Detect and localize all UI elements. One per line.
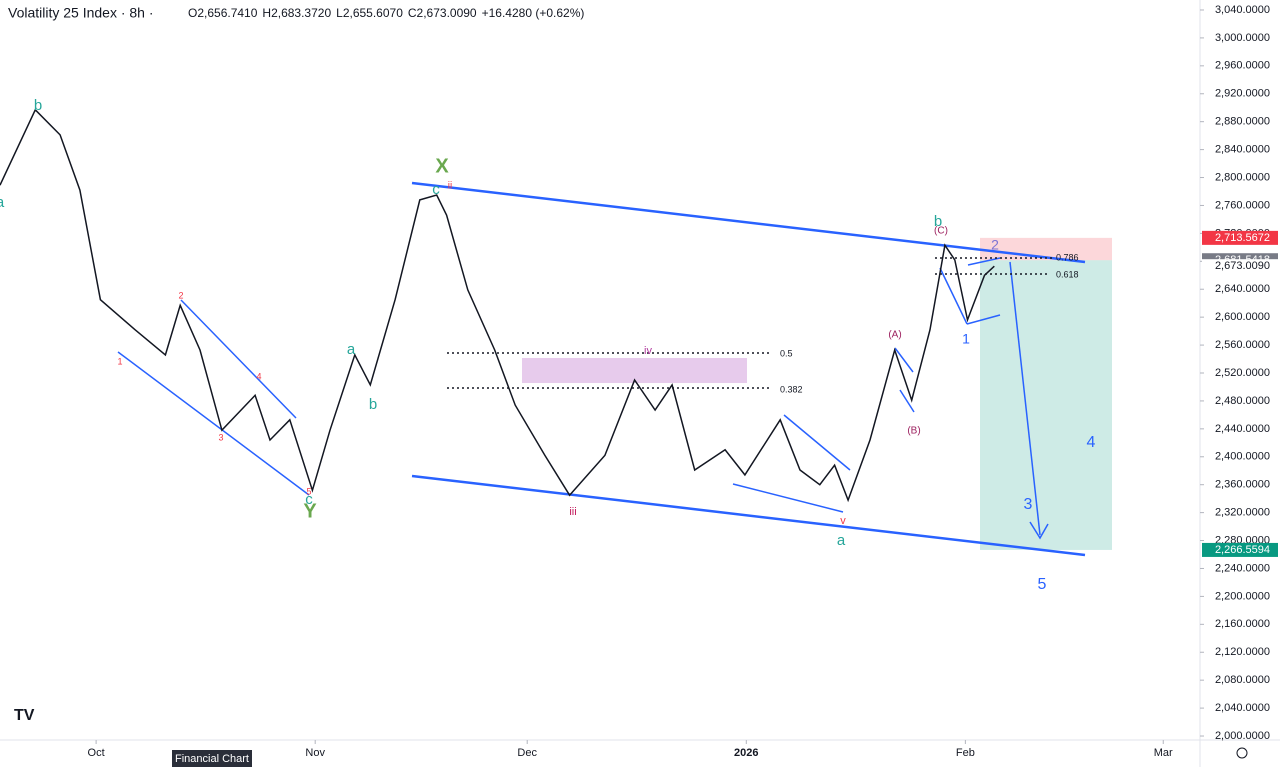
- wave-label: c: [305, 491, 313, 508]
- wave-label: c: [432, 181, 440, 198]
- wave-label: b: [369, 396, 377, 413]
- ohlc: O2,656.7410 H2,683.3720 L2,655.6070 C2,673.…: [188, 6, 584, 20]
- price-label-bg: [1202, 259, 1278, 274]
- y-tick-label: 2,360.0000: [1215, 479, 1270, 491]
- wave-label: 2: [991, 237, 999, 253]
- y-tick-label: 2,400.0000: [1215, 451, 1270, 463]
- wave-label: a: [347, 341, 356, 358]
- x-tick-label: Oct: [88, 747, 105, 759]
- ohlc-value: +16.4280 (+0.62%): [482, 6, 585, 20]
- y-tick-label: 2,000.0000: [1215, 730, 1270, 742]
- wave-label: (B): [907, 426, 920, 437]
- y-tick-label: 2,320.0000: [1215, 507, 1270, 519]
- wave-label: 4: [1087, 434, 1096, 451]
- ohlc-value: H2,683.3720: [262, 6, 331, 20]
- ohlc-value: C2,673.0090: [408, 6, 477, 20]
- y-tick-label: 2,560.0000: [1215, 339, 1270, 351]
- wave-label: 4: [256, 371, 261, 381]
- y-tick-label: 2,760.0000: [1215, 199, 1270, 211]
- y-tick-label: 2,960.0000: [1215, 60, 1270, 72]
- wave-label: 3: [218, 432, 223, 442]
- y-tick-label: 2,160.0000: [1215, 618, 1270, 630]
- position-tool: [980, 237, 1112, 550]
- x-tick-label: Mar: [1154, 747, 1173, 759]
- y-tick-label: 2,520.0000: [1215, 367, 1270, 379]
- fib-lines: [447, 257, 1055, 389]
- y-tick-label: 3,000.0000: [1215, 32, 1270, 44]
- y-tick-label: 2,240.0000: [1215, 562, 1270, 574]
- fib-label: 0.786: [1056, 252, 1079, 262]
- wave-label: iv: [644, 345, 652, 357]
- wave-label: a: [0, 194, 5, 211]
- wave-label: 5: [306, 486, 311, 496]
- y-tick-label: 2,880.0000: [1215, 116, 1270, 128]
- target-zone: [980, 260, 1112, 550]
- y-tick-label: 2,800.0000: [1215, 171, 1270, 183]
- y-tick-label: 2,440.0000: [1215, 423, 1270, 435]
- wave-label: b: [34, 97, 42, 114]
- chart-title: Volatility 25 Index · 8h ·: [8, 5, 154, 21]
- wave-label: 1: [117, 356, 122, 366]
- wave-lines: [117, 181, 1086, 557]
- settings-icon[interactable]: [1236, 747, 1248, 759]
- price-label: 2,266.5594: [1215, 544, 1270, 556]
- y-tick-label: 2,640.0000: [1215, 283, 1270, 295]
- fib-label: 0.618: [1056, 269, 1079, 279]
- fib-label: 0.382: [780, 384, 803, 394]
- y-tick-label: 2,840.0000: [1215, 144, 1270, 156]
- wave-label: 2: [178, 290, 183, 300]
- x-tick-label: Feb: [956, 747, 975, 759]
- y-tick-label: 2,120.0000: [1215, 646, 1270, 658]
- wave-label: 3: [1024, 496, 1033, 513]
- tooltip: Financial Chart: [175, 753, 249, 765]
- price-label-bg: [1202, 542, 1278, 557]
- y-tick-label: 2,200.0000: [1215, 590, 1270, 602]
- y-tick-label: 2,600.0000: [1215, 311, 1270, 323]
- price-line: [0, 108, 995, 503]
- price-label: 2,673.0090: [1215, 260, 1270, 272]
- y-tick-label: 2,920.0000: [1215, 88, 1270, 100]
- wave-label: iii: [569, 506, 576, 518]
- wave-label: X: [435, 155, 449, 177]
- wave-label: Y: [303, 500, 317, 522]
- fib-label: 0.5: [780, 348, 793, 358]
- wave-label: ii: [448, 181, 452, 192]
- logo: TV: [14, 707, 35, 724]
- price-label: 2,713.5672: [1215, 232, 1270, 244]
- wave-label: b: [934, 213, 942, 230]
- wave-label: v: [840, 515, 846, 527]
- x-tick-label: Nov: [305, 747, 325, 759]
- wave-label: a: [837, 532, 846, 549]
- x-tick-label: Dec: [517, 747, 537, 759]
- wave-label: 1: [962, 331, 970, 347]
- ohlc-value: O2,656.7410: [188, 6, 258, 20]
- y-tick-label: 2,080.0000: [1215, 674, 1270, 686]
- wave-label: 5: [1038, 576, 1047, 593]
- y-tick-label: 2,480.0000: [1215, 395, 1270, 407]
- price-label-bg: [1202, 230, 1278, 245]
- ohlc-value: L2,655.6070: [336, 6, 403, 20]
- y-tick-label: 2,040.0000: [1215, 702, 1270, 714]
- wave-label: (C): [934, 226, 948, 237]
- wave-label: (A): [888, 330, 901, 341]
- y-tick-label: 3,040.0000: [1215, 4, 1270, 16]
- tooltip-bg: [172, 750, 252, 767]
- x-tick-label: 2026: [734, 747, 758, 759]
